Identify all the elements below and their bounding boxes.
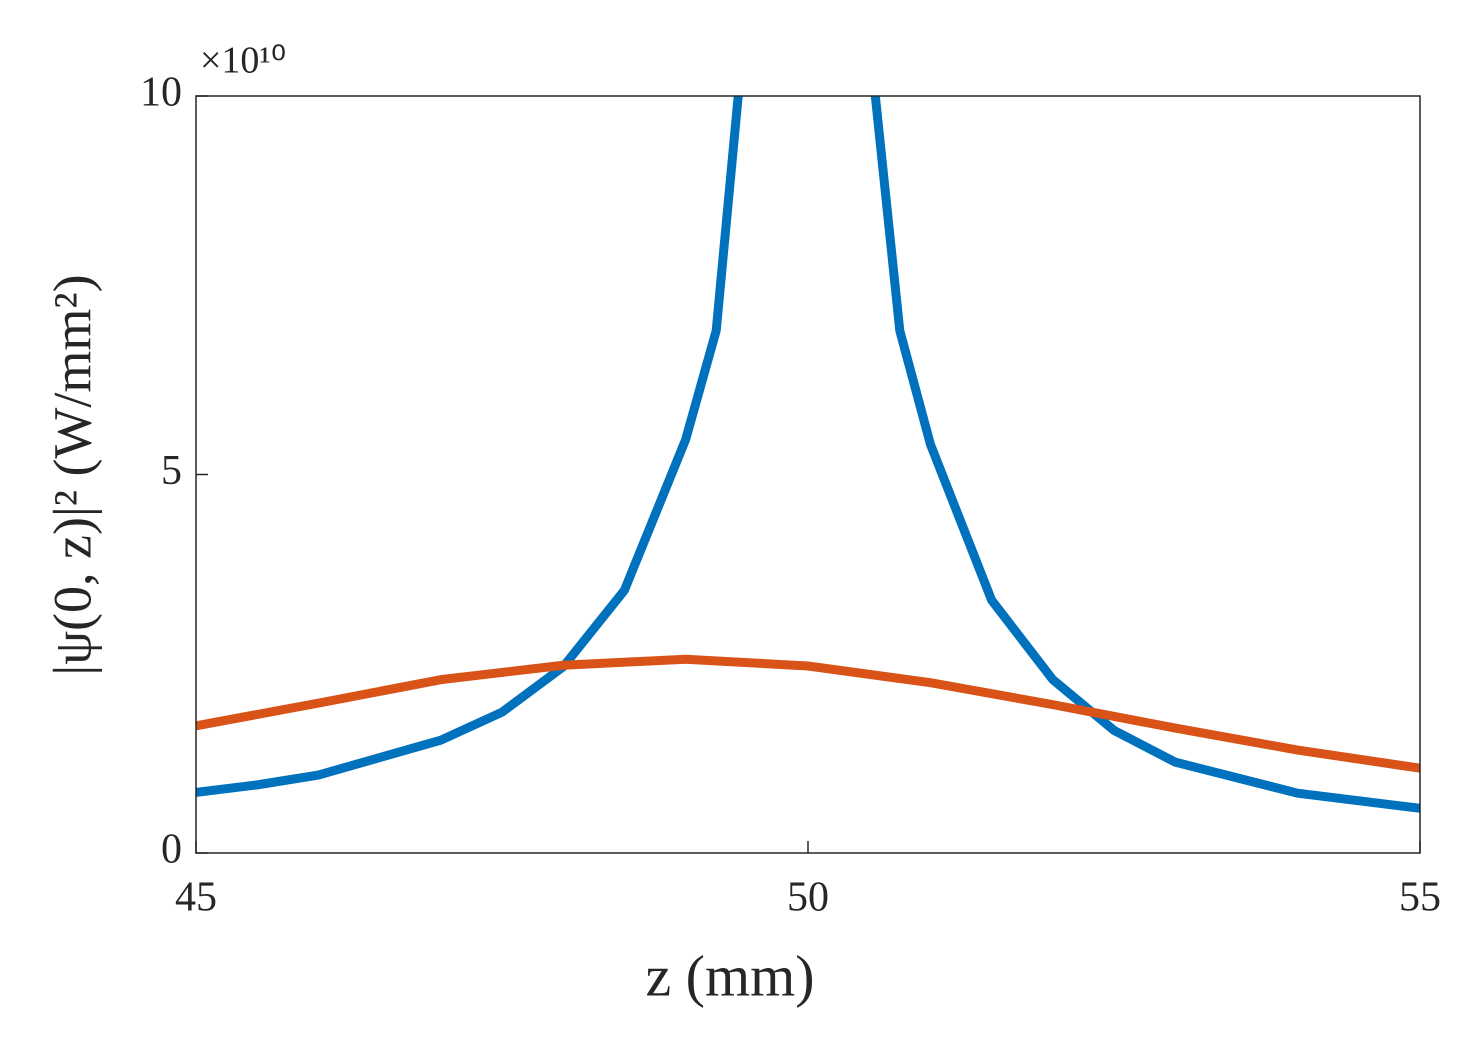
y-multiplier: ×10¹⁰: [200, 40, 286, 82]
y-axis-label: |ψ(0, z)|² (W/mm²): [42, 274, 102, 675]
x-tick-label: 55: [1399, 875, 1441, 921]
x-axis-label: z (mm): [645, 943, 814, 1008]
y-tick-label: 5: [161, 448, 182, 494]
plot-area: [196, 96, 1420, 813]
y-tick-label: 0: [161, 827, 182, 873]
line: [196, 96, 1420, 813]
x-tick-label: 45: [175, 875, 217, 921]
axes-box: [195, 95, 1421, 854]
y-tick-label: 10: [140, 70, 182, 116]
x-tick-label: 50: [787, 875, 829, 921]
line: [196, 654, 1420, 773]
